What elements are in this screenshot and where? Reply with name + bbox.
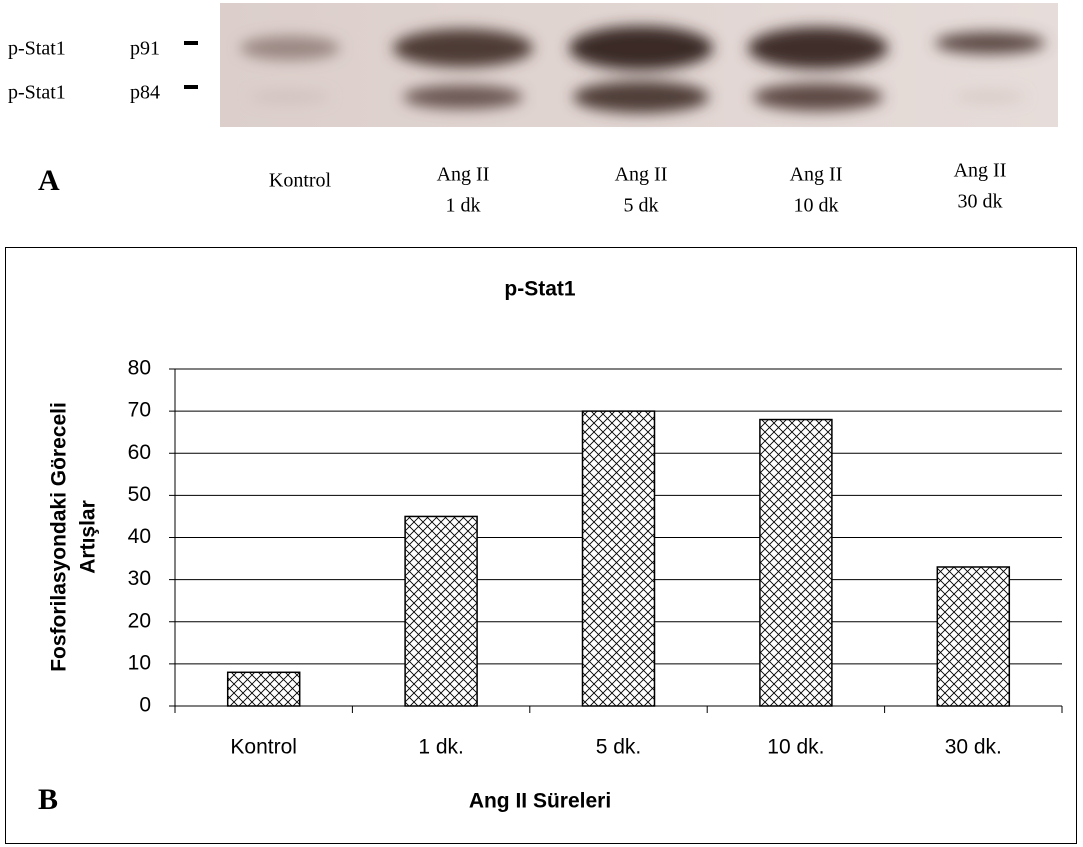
y-tick-label: 40 — [128, 525, 151, 548]
y-tick-label: 10 — [128, 651, 151, 674]
lane-label: Ang II — [437, 164, 490, 186]
bar — [936, 566, 1011, 707]
y-tick-label: 0 — [139, 694, 151, 717]
bar — [404, 515, 478, 707]
bar — [226, 671, 301, 707]
y-tick-label: 80 — [128, 357, 151, 380]
panel-label: B — [38, 783, 58, 816]
bar — [759, 418, 833, 707]
x-tick-label: 10 dk. — [767, 736, 824, 759]
lane-label: 1 dk — [446, 195, 481, 217]
x-tick-label: Kontrol — [230, 736, 297, 759]
bar — [581, 410, 656, 707]
band-label: p84 — [130, 82, 160, 104]
lane-label: Kontrol — [269, 170, 332, 192]
y-tick-label: 30 — [128, 567, 151, 590]
panel-label: A — [38, 164, 60, 197]
lane-label: Ang II — [954, 160, 1007, 182]
chart-title: p-Stat1 — [504, 278, 575, 301]
band-label: p91 — [130, 38, 160, 60]
x-tick-label: 30 dk. — [945, 736, 1002, 759]
lane-label: 30 dk — [958, 191, 1003, 213]
y-tick-label: 50 — [128, 483, 151, 506]
x-tick-label: 5 dk. — [596, 736, 642, 759]
lane-label: 10 dk — [794, 195, 839, 217]
protein-label: p-Stat1 — [8, 38, 66, 60]
y-tick-label: 60 — [128, 441, 151, 464]
y-tick-label: 70 — [128, 399, 151, 422]
y-axis-label: Fosforilasyondaki Göreceli — [48, 402, 71, 672]
marker — [184, 41, 198, 45]
chart-frame — [5, 247, 1077, 844]
x-axis-label: Ang II Süreleri — [469, 790, 611, 813]
marker — [184, 85, 198, 89]
y-tick-label: 20 — [128, 609, 151, 632]
lane-label: 5 dk — [624, 195, 659, 217]
y-axis-label: Artışlar — [77, 500, 100, 574]
lane-label: Ang II — [615, 164, 668, 186]
x-tick-label: 1 dk. — [418, 736, 464, 759]
protein-label: p-Stat1 — [8, 82, 66, 104]
blot-image — [220, 3, 1058, 127]
lane-label: Ang II — [790, 164, 843, 186]
